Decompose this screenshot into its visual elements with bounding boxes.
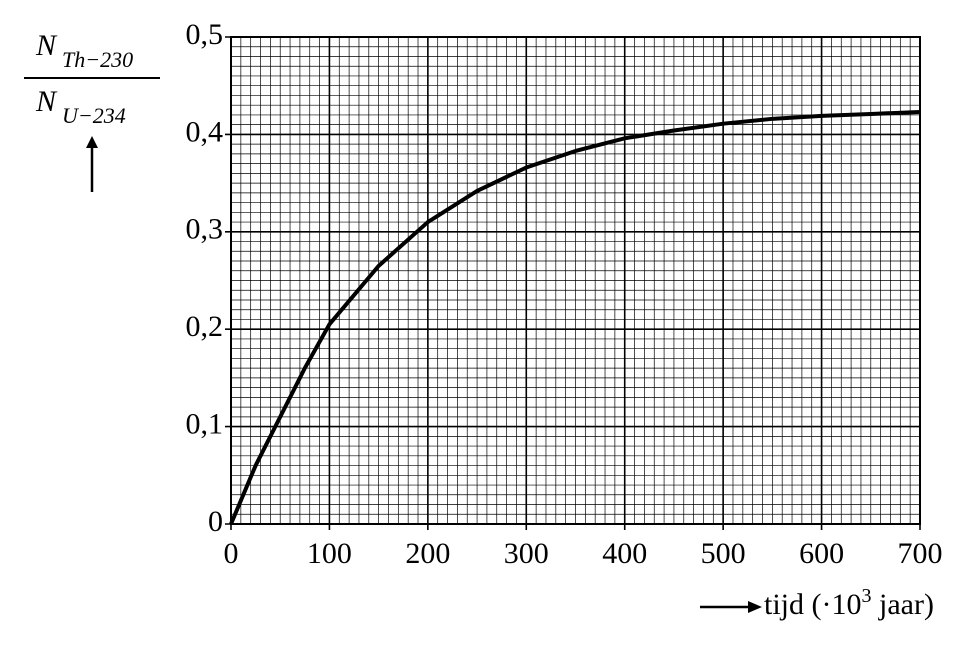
y-label-numerator-sub: Th−230 — [62, 47, 133, 72]
y-tick-label: 0,1 — [186, 407, 224, 440]
plot-frame — [230, 36, 921, 525]
y-axis-label: N Th−230 N U−234 — [24, 29, 160, 192]
x-tick-label: 700 — [898, 537, 943, 570]
curve — [229, 110, 921, 525]
y-tick-label: 0,5 — [186, 18, 224, 51]
y-arrow-head — [86, 136, 98, 148]
x-tick-label: 0 — [224, 537, 239, 570]
x-label-tail: jaar) — [872, 588, 934, 621]
x-tick-label: 200 — [405, 537, 450, 570]
x-label: tijd (·103 jaar) — [764, 585, 934, 621]
y-tick-label: 0,4 — [186, 115, 224, 148]
y-label-denominator: N — [35, 85, 58, 118]
x-label-text: tijd (·10 — [764, 588, 862, 621]
x-tick-label: 300 — [504, 537, 549, 570]
y-label-numerator: N — [35, 29, 58, 62]
x-label-sup: 3 — [862, 585, 872, 607]
y-label-denominator-sub: U−234 — [62, 103, 126, 128]
x-tick-label: 600 — [799, 537, 844, 570]
y-tick-label: 0,2 — [186, 310, 224, 343]
x-arrow-head — [748, 601, 762, 613]
x-tick-label: 500 — [701, 537, 746, 570]
y-tick-label: 0 — [208, 505, 223, 538]
x-axis-label: tijd (·103 jaar) — [700, 585, 934, 621]
x-tick-label: 400 — [602, 537, 647, 570]
y-tick-label: 0,3 — [186, 213, 224, 246]
x-tick-label: 100 — [307, 537, 352, 570]
